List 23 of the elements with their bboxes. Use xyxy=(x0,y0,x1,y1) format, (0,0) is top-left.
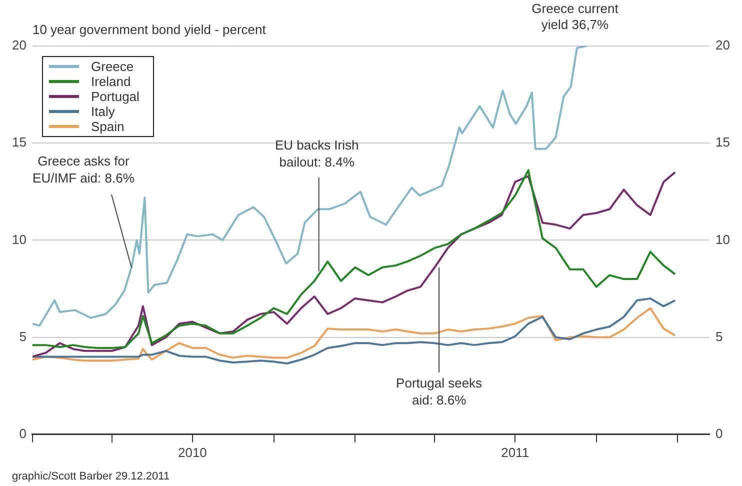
y-tick-label: 5 xyxy=(19,328,26,344)
y-tick-label: 0 xyxy=(19,426,26,441)
y2-tick-label: 0 xyxy=(716,426,723,441)
y-tick-label: 15 xyxy=(12,134,26,150)
annotation: EU backs Irish bailout: 8.4% xyxy=(274,137,359,170)
y-tick-label: 20 xyxy=(12,38,26,53)
annotation: Portugal seeks aid: 8.6% xyxy=(396,375,483,408)
y2-tick-label: 20 xyxy=(716,38,730,53)
y2-tick-label: 15 xyxy=(716,134,730,150)
legend-label: Greece xyxy=(91,59,134,74)
legend-label: Spain xyxy=(91,119,124,134)
x-tick-label: 2011 xyxy=(501,444,530,460)
annotation: Greece asks for EU/IMF aid: 8.6% xyxy=(32,153,135,186)
x-tick-label: 2010 xyxy=(178,444,207,460)
text: graphic/Scott Barber 29.12.2011 xyxy=(12,470,170,483)
legend-label: Italy xyxy=(91,104,115,119)
text: Greece current yield 36,7% xyxy=(532,1,619,32)
chart-subtitle: 10 year government bond yield - percent xyxy=(32,22,266,38)
legend-label: Portugal xyxy=(91,89,140,104)
y2-tick-label: 5 xyxy=(716,328,723,344)
legend-label: Ireland xyxy=(91,74,131,89)
y-tick-label: 10 xyxy=(12,232,26,247)
y2-tick-label: 10 xyxy=(716,232,730,247)
